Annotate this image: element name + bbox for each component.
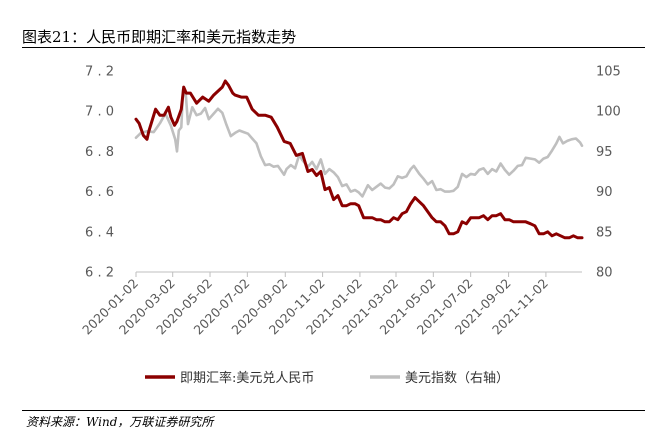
right-tick-label: 85: [596, 225, 613, 240]
source-note: 资料来源：Wind，万联证券研究所: [26, 415, 214, 429]
chart-legend: 即期汇率:美元兑人民币 美元指数（右轴）: [145, 370, 509, 386]
usd-index-line: [134, 88, 584, 198]
usdcny-line: [134, 79, 584, 240]
figure-title: 图表21：人民币即期汇率和美元指数走势: [22, 28, 297, 46]
left-tick-label: 6 . 6: [85, 185, 114, 200]
usdcny-series: [134, 79, 584, 240]
x-axis-ticks: 2020-01-022020-03-022020-05-022020-07-02…: [79, 272, 551, 337]
left-axis-ticks: 6 . 2 6 . 4 6 . 6 6 . 8 7 . 0 7 . 2: [85, 65, 114, 281]
usd-index-series: [134, 88, 584, 198]
left-tick-label: 7 . 2: [85, 65, 114, 80]
left-tick-label: 6 . 4: [85, 225, 114, 240]
left-tick-label: 7 . 0: [85, 105, 114, 120]
left-tick-label: 6 . 2: [85, 266, 114, 281]
source-rule: [22, 410, 645, 411]
right-tick-label: 105: [596, 65, 621, 80]
right-tick-label: 95: [596, 145, 613, 160]
right-tick-label: 100: [596, 105, 621, 120]
legend-label-usd-index: 美元指数（右轴）: [405, 371, 509, 386]
right-tick-label: 90: [596, 185, 613, 200]
legend-label-usdcny: 即期汇率:美元兑人民币: [180, 370, 314, 386]
left-tick-label: 6 . 8: [85, 145, 114, 160]
title-rule: [22, 47, 645, 48]
right-tick-label: 80: [596, 266, 613, 281]
right-axis-ticks: 80 85 90 95 100 105: [596, 65, 621, 281]
